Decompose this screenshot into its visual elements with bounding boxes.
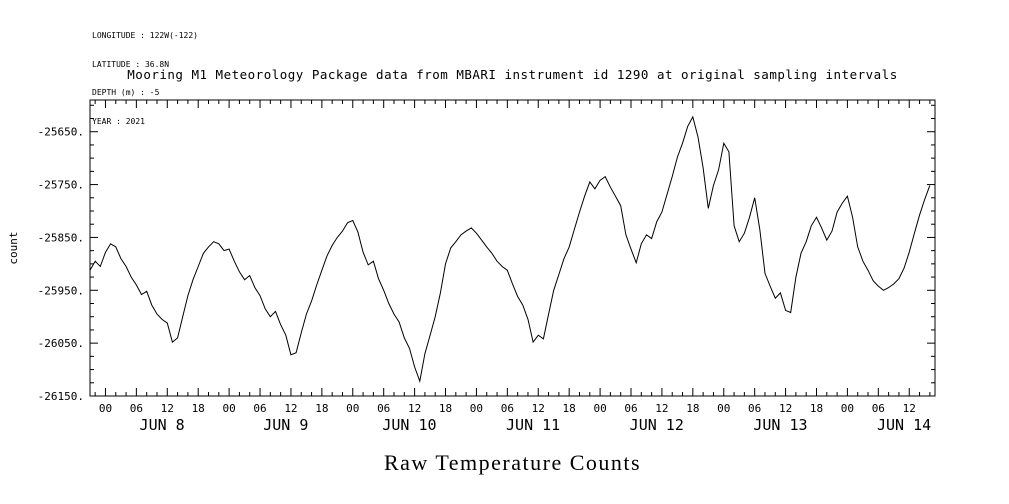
meta-year: YEAR : 2021 [92,116,145,126]
x-tick-label: 06 [377,402,390,415]
day-label: JUN 10 [382,416,436,434]
y-tick-label: -25850. [38,231,84,244]
x-tick-label: 18 [315,402,328,415]
x-tick-label: 12 [284,402,297,415]
x-tick-label: 12 [532,402,545,415]
x-tick-label: 12 [779,402,792,415]
bottom-title: Raw Temperature Counts [383,450,642,475]
x-tick-label: 00 [717,402,730,415]
meta-latitude: LATITUDE : 36.8N [92,59,170,69]
x-tick-label: 00 [346,402,359,415]
x-tick-label: 18 [563,402,576,415]
plot-title: Mooring M1 Meteorology Package data from… [127,67,898,82]
x-tick-label: 00 [470,402,483,415]
data-line [89,115,931,384]
y-tick-label: -26050. [38,337,84,350]
x-tick-label: 06 [624,402,637,415]
metadata-block: LONGITUDE : 122W(-122) LATITUDE : 36.8N … [92,12,198,136]
y-tick-label: -25750. [38,179,84,192]
x-tick-label: 00 [222,402,235,415]
x-tick-label: 06 [748,402,761,415]
x-tick-label: 00 [593,402,606,415]
meta-depth: DEPTH (m) : -5 [92,88,160,97]
y-axis-label: count [7,231,20,264]
day-label: JUN 14 [877,416,931,434]
x-tick-label: 06 [130,402,143,415]
day-label: JUN 12 [630,416,684,434]
y-tick-label: -26150. [38,390,84,403]
x-tick-label: 18 [810,402,823,415]
y-tick-label: -25950. [38,284,84,297]
x-tick-label: 12 [408,402,421,415]
day-label: JUN 9 [263,416,308,434]
x-tick-label: 06 [872,402,885,415]
y-tick-label: -25650. [38,126,84,139]
x-tick-label: 18 [439,402,452,415]
x-tick-label: 00 [99,402,112,415]
day-label: JUN 8 [140,416,185,434]
x-tick-label: 12 [161,402,174,415]
x-tick-label: 12 [655,402,668,415]
plot-frame [89,99,936,397]
x-tick-label: 06 [501,402,514,415]
x-tick-label: 18 [192,402,205,415]
x-tick-label: 18 [686,402,699,415]
meta-longitude: LONGITUDE : 122W(-122) [92,31,198,40]
x-tick-label: 12 [903,402,916,415]
day-label: JUN 13 [753,416,807,434]
x-tick-label: 06 [253,402,266,415]
day-label: JUN 11 [506,416,560,434]
x-tick-label: 00 [841,402,854,415]
